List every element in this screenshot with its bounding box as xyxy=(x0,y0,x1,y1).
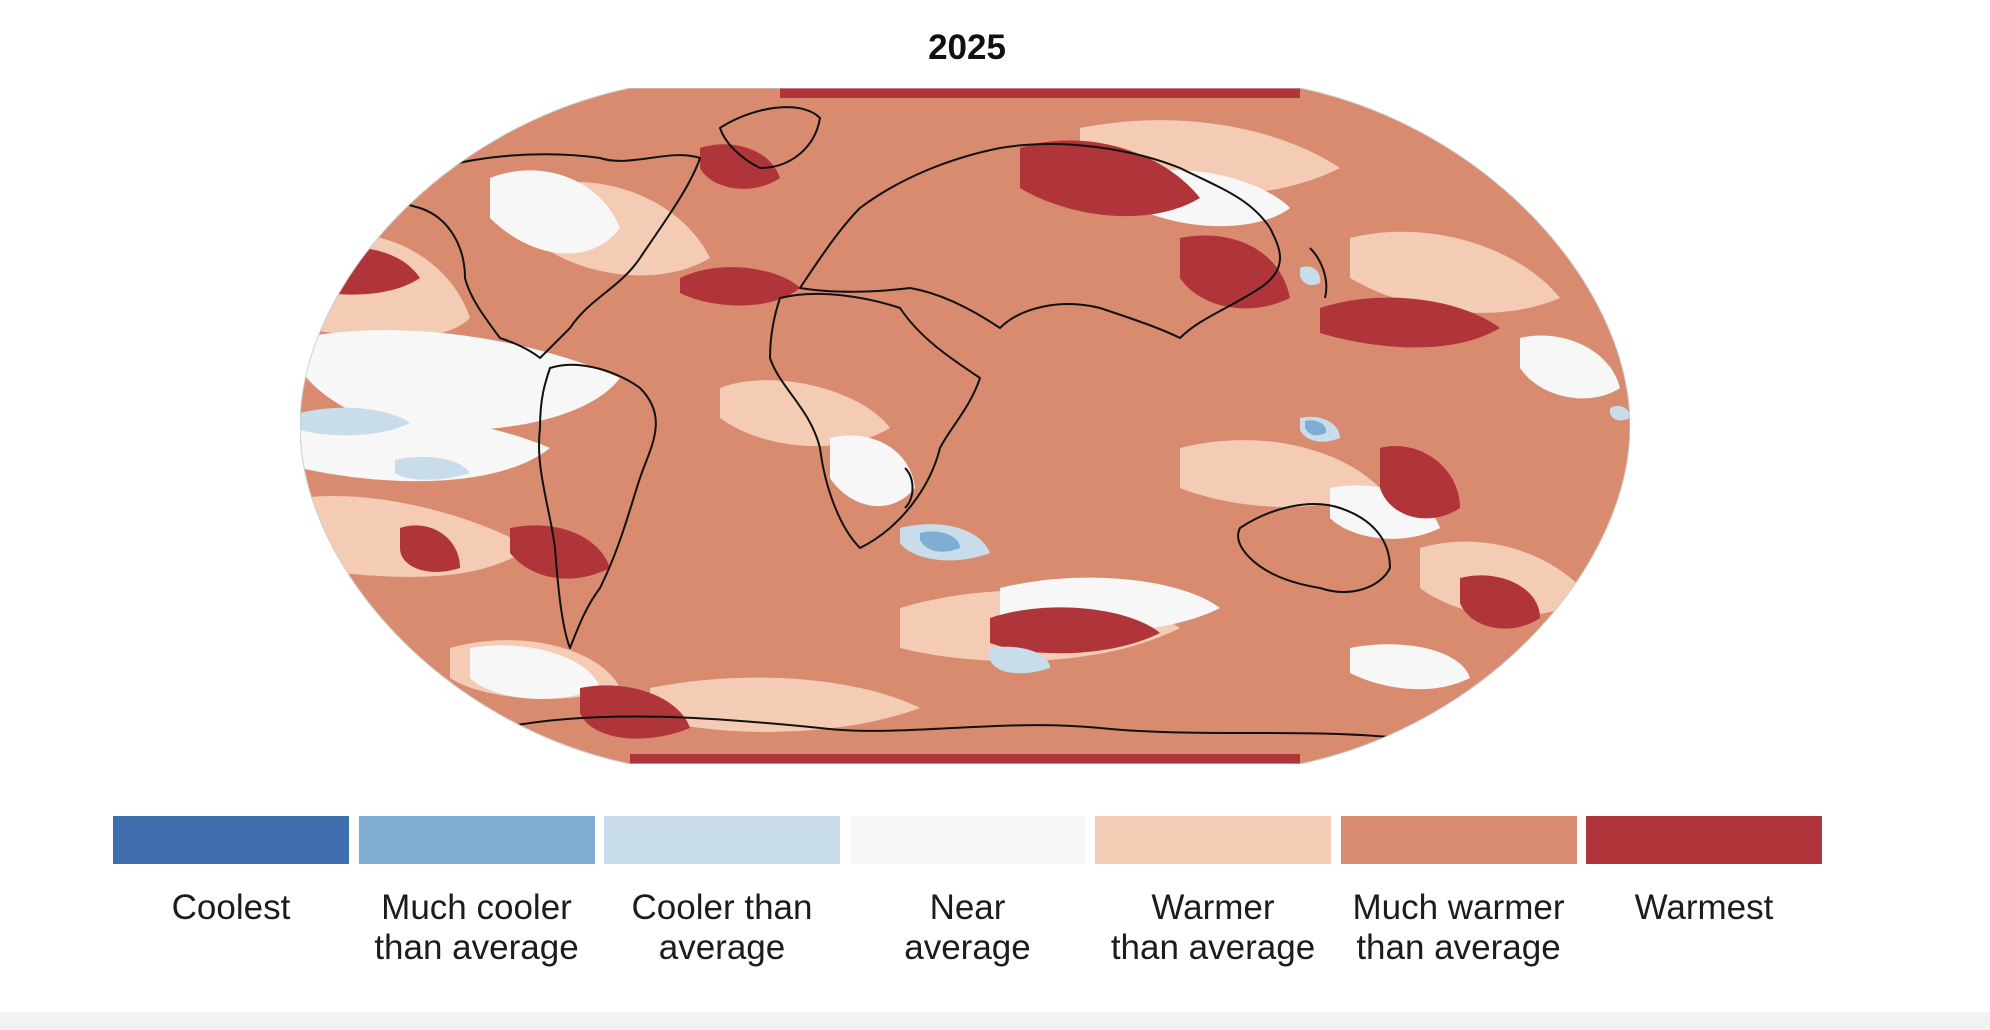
warmest-region xyxy=(780,88,1300,98)
much-cooler-region xyxy=(920,531,960,552)
map-title: 2025 xyxy=(928,28,1006,67)
near-average-region xyxy=(300,330,620,431)
cooler-region xyxy=(990,646,1050,674)
warmest-region xyxy=(1020,140,1200,217)
warmest-region xyxy=(1380,446,1460,519)
cooler-region xyxy=(1610,406,1630,421)
legend-swatch xyxy=(1340,816,1577,864)
warmest-regions xyxy=(300,88,1540,764)
warmest-region xyxy=(680,267,800,306)
much-cooler-region xyxy=(1305,420,1327,436)
color-legend: Coolest Much cooler than average Cooler th… xyxy=(113,816,1833,986)
legend-item: Warmest xyxy=(1586,816,1822,928)
warmest-region xyxy=(510,525,610,579)
warmer-region xyxy=(650,677,920,732)
legend-item: Warmer than average xyxy=(1095,816,1331,968)
warmest-region xyxy=(1180,235,1290,309)
legend-label: Much cooler than average xyxy=(374,888,579,967)
coastline-eurasia xyxy=(799,143,1281,339)
legend-swatch xyxy=(1095,816,1331,864)
coastline-madagascar xyxy=(904,467,914,509)
legend-swatch xyxy=(1586,816,1822,864)
legend-item: Coolest xyxy=(113,816,349,928)
cooler-region xyxy=(1300,266,1321,286)
much-cooler-regions xyxy=(920,420,1327,552)
coastline-south-america xyxy=(538,363,657,649)
legend-label: Near average xyxy=(904,888,1031,967)
coastline-greenland xyxy=(719,106,821,169)
warmer-region xyxy=(1350,231,1560,313)
legend-swatch xyxy=(358,816,595,864)
coastline-africa xyxy=(769,292,981,549)
near-average-region xyxy=(470,645,600,699)
temperature-anomaly-map xyxy=(300,88,1630,764)
warmest-region xyxy=(700,144,780,189)
near-average-region xyxy=(1520,335,1620,399)
legend-label: Coolest xyxy=(171,888,291,927)
near-average-region xyxy=(490,170,620,254)
legend-swatch xyxy=(849,816,1086,864)
bottom-strip xyxy=(0,1012,1990,1030)
warmest-region xyxy=(1460,575,1540,629)
warmest-region xyxy=(1320,297,1500,348)
coastline-australia xyxy=(1237,503,1391,593)
warmest-region xyxy=(990,607,1160,654)
cooler-region xyxy=(300,407,410,436)
legend-item: Much warmer than average xyxy=(1340,816,1577,968)
warmest-region xyxy=(400,525,460,572)
legend-item: Near average xyxy=(849,816,1086,968)
near-average-region xyxy=(1350,644,1470,690)
coastline-japan xyxy=(1309,247,1328,299)
legend-item: Much cooler than average xyxy=(358,816,595,968)
warmest-region xyxy=(630,754,1300,764)
legend-label: Cooler than average xyxy=(631,888,813,967)
legend-swatch xyxy=(604,816,840,864)
legend-label: Much warmer than average xyxy=(1352,888,1565,967)
warmest-region xyxy=(580,685,690,739)
cooler-region xyxy=(395,456,470,480)
legend-label: Warmest xyxy=(1634,888,1774,927)
coastline-north-america xyxy=(389,153,701,359)
near-average-region xyxy=(830,435,915,507)
legend-item: Cooler than average xyxy=(604,816,840,968)
legend-label: Warmer than average xyxy=(1110,888,1316,967)
legend-swatch xyxy=(113,816,349,864)
